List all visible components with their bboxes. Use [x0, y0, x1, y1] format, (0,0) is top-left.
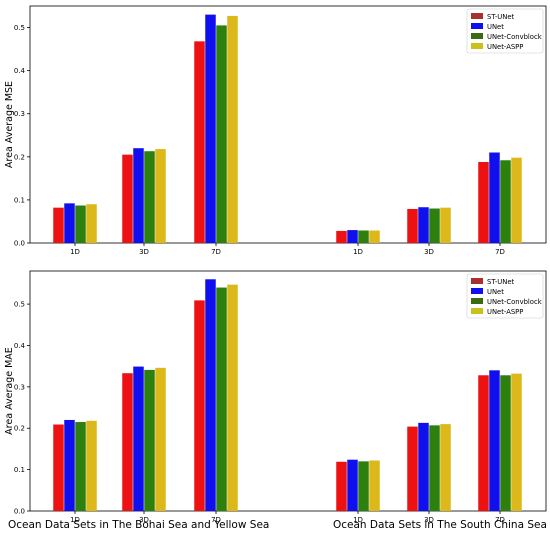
legend-label: UNet-ASPP — [487, 308, 523, 316]
bar-unet-aspp — [369, 230, 380, 243]
bar-unet — [418, 422, 429, 511]
y-axis-label: Area Average MAE — [4, 347, 15, 435]
bar-unet-aspp — [155, 149, 166, 243]
y-tick-label: 0.0 — [14, 508, 25, 516]
legend-label: ST-UNet — [487, 278, 515, 286]
caption-bohai-yellow-sea: Ocean Data Sets in The Bohai Sea and Yel… — [8, 519, 270, 531]
x-tick-label: 7D — [211, 248, 221, 256]
legend-swatch — [471, 288, 483, 294]
bar-unet-convblock — [358, 230, 369, 243]
bar-unet-aspp — [155, 367, 166, 511]
bar-unet — [347, 459, 358, 511]
x-tick-label: 7D — [211, 516, 221, 524]
legend-label: UNet — [487, 23, 504, 31]
bar-unet-aspp — [511, 157, 522, 243]
bar-unet — [347, 230, 358, 243]
bar-unet-convblock — [144, 369, 155, 511]
bar-unet-convblock — [75, 422, 86, 511]
x-tick-label: 3D — [139, 248, 149, 256]
legend-label: UNet — [487, 288, 504, 296]
bar-unet-aspp — [227, 284, 238, 511]
legend-box — [466, 273, 544, 319]
bar-st-unet — [478, 161, 489, 243]
y-tick-label: 0.5 — [14, 301, 25, 309]
bar-unet-aspp — [86, 420, 97, 511]
bar-st-unet — [407, 426, 418, 511]
bar-unet-aspp — [86, 204, 97, 243]
mse-chart-panel: 0.0 0.1 0.2 0.3 0.4 0.5 Area Average MSE 1D 3D 7D… — [4, 5, 547, 256]
y-tick-label: 0.1 — [14, 466, 25, 474]
legend-swatch — [471, 33, 483, 39]
y-tick-label: 0.1 — [14, 196, 25, 204]
bar-unet-convblock — [500, 160, 511, 243]
legend-swatch — [471, 308, 483, 314]
x-tick-label: 1D — [70, 248, 80, 256]
legend-box — [466, 8, 544, 54]
y-tick-label: 0.0 — [14, 240, 25, 248]
legend-label: UNet-Convblock — [487, 298, 542, 306]
y-tick-label: 0.4 — [14, 342, 26, 350]
legend-swatch — [471, 13, 483, 19]
y-axis-label: Area Average MSE — [4, 81, 15, 168]
x-tick-label: 7D — [495, 516, 505, 524]
y-tick-label: 0.4 — [14, 67, 26, 75]
bar-st-unet — [407, 208, 418, 243]
bar-st-unet — [478, 375, 489, 511]
bar-st-unet — [336, 230, 347, 243]
bar-unet — [205, 14, 216, 244]
x-tick-label: 3D — [424, 248, 434, 256]
bar-unet — [64, 203, 75, 243]
bar-unet — [489, 152, 500, 243]
bar-unet-aspp — [227, 15, 238, 244]
bar-unet-convblock — [500, 375, 511, 511]
legend-label: ST-UNet — [487, 13, 515, 21]
bar-unet-aspp — [440, 424, 451, 511]
bar-unet-aspp — [511, 373, 522, 511]
y-tick-label: 0.2 — [14, 425, 25, 433]
bar-st-unet — [122, 373, 133, 511]
bar-unet — [205, 279, 216, 511]
x-tick-label: 7D — [495, 248, 505, 256]
legend-swatch — [471, 278, 483, 284]
x-tick-label: 3D — [139, 516, 149, 524]
x-tick-label: 1D — [353, 248, 363, 256]
bar-unet — [64, 419, 75, 511]
legend-label: UNet-Convblock — [487, 33, 542, 41]
legend-swatch — [471, 43, 483, 49]
bar-st-unet — [122, 154, 133, 243]
axes-frame — [29, 270, 547, 512]
y-tick-label: 0.5 — [14, 24, 25, 32]
bar-st-unet — [336, 461, 347, 511]
legend-swatch — [471, 298, 483, 304]
bar-st-unet — [53, 424, 64, 511]
legend-label: UNet-ASPP — [487, 43, 523, 51]
bar-st-unet — [194, 41, 205, 243]
bar-unet-convblock — [429, 425, 440, 511]
bar-unet-convblock — [216, 287, 227, 511]
x-tick-label: 1D — [70, 516, 80, 524]
bar-unet — [133, 148, 144, 243]
bar-unet-convblock — [358, 461, 369, 511]
y-tick-label: 0.3 — [14, 110, 25, 118]
bar-unet-aspp — [440, 207, 451, 243]
legend-swatch — [471, 23, 483, 29]
axes-frame — [29, 5, 547, 244]
bar-st-unet — [194, 300, 205, 511]
bar-unet-aspp — [369, 460, 380, 511]
mae-chart-panel: 0.0 0.1 0.2 0.3 0.4 0.5 Area Average MAE 1D 3D 7D… — [4, 270, 547, 524]
bar-unet-convblock — [216, 25, 227, 243]
bar-unet-convblock — [75, 205, 86, 243]
y-tick-label: 0.3 — [14, 383, 25, 391]
bar-unet — [418, 207, 429, 243]
bar-unet — [133, 366, 144, 511]
bar-unet-convblock — [429, 208, 440, 243]
bar-unet — [489, 370, 500, 511]
caption-south-china-sea: Ocean Data Sets in The South China Sea — [333, 519, 547, 531]
bar-st-unet — [53, 207, 64, 243]
bar-unet-convblock — [144, 151, 155, 243]
x-tick-label: 3D — [424, 516, 434, 524]
y-tick-label: 0.2 — [14, 153, 25, 161]
x-tick-label: 1D — [353, 516, 363, 524]
